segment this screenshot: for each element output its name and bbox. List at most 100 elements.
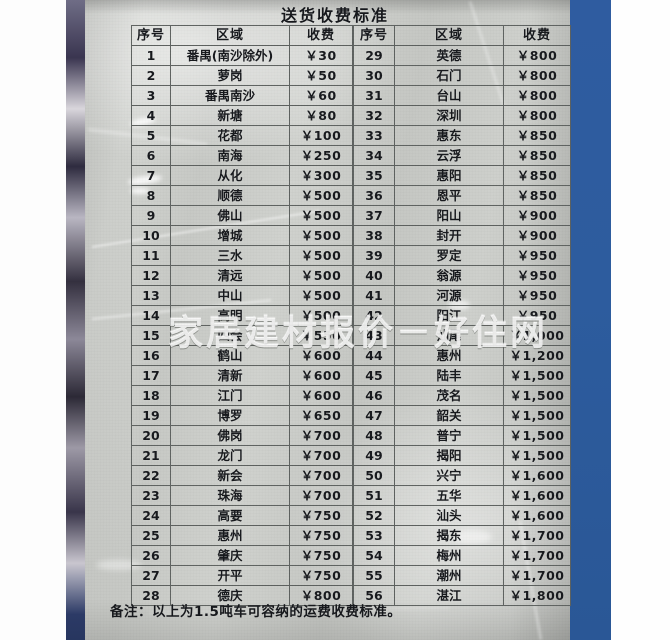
fee-cell: ￥950	[503, 305, 571, 326]
row-index-cell: 20	[131, 425, 171, 446]
region-cell: 惠州	[170, 525, 290, 546]
table-row: 39 罗定 ￥950	[353, 245, 571, 266]
table-row: 50 兴宁 ￥1,600	[353, 465, 571, 486]
region-cell: 陆丰	[394, 365, 504, 386]
table-row: 12 清远 ￥500	[131, 265, 353, 286]
fee-cell: ￥800	[503, 65, 571, 86]
region-cell: 新塘	[170, 105, 290, 126]
region-cell: 普宁	[394, 425, 504, 446]
row-index-cell: 35	[353, 165, 395, 186]
fee-cell: ￥1,600	[503, 505, 571, 526]
table-row: 23 珠海 ￥700	[131, 485, 353, 506]
fee-cell: ￥1,500	[503, 385, 571, 406]
fee-cell: ￥900	[503, 225, 571, 246]
region-cell: 顺德	[170, 185, 290, 206]
row-index-cell: 34	[353, 145, 395, 166]
row-index-cell: 47	[353, 405, 395, 426]
fee-cell: ￥500	[289, 205, 353, 226]
region-cell: 番禺(南沙除外)	[170, 45, 290, 66]
fee-cell: ￥900	[503, 205, 571, 226]
region-cell: 番禺南沙	[170, 85, 290, 106]
column-header-fee: 收费	[503, 25, 571, 46]
region-cell: 揭阳	[394, 445, 504, 466]
table-row: 38 封开 ￥900	[353, 225, 571, 246]
row-index-cell: 39	[353, 245, 395, 266]
fee-cell: ￥1,500	[503, 445, 571, 466]
photo-background-right-white	[611, 0, 670, 640]
column-header-region: 区域	[394, 25, 504, 46]
price-table-right-wrapper: 序号 区域 收费 29 英德 ￥800 30 石门 ￥800 31 台山 ￥800 32 深圳 ￥80…	[353, 25, 571, 606]
fee-cell: ￥1,500	[503, 405, 571, 426]
table-row: 21 龙门 ￥700	[131, 445, 353, 466]
paper-bottom-shadow	[85, 600, 570, 640]
fee-cell: ￥60	[289, 85, 353, 106]
table-row: 46 茂名 ￥1,500	[353, 385, 571, 406]
table-row: 20 佛岗 ￥700	[131, 425, 353, 446]
table-row: 47 韶关 ￥1,500	[353, 405, 571, 426]
table-header-row: 序号 区域 收费	[353, 25, 571, 46]
row-index-cell: 19	[131, 405, 171, 426]
footnote-remark: 备注：以上为1.5吨车可容纳的运费收费标准。	[110, 604, 402, 620]
fee-cell: ￥750	[289, 525, 353, 546]
table-row: 14 高明 ￥500	[131, 305, 353, 326]
light-glare	[96, 560, 142, 570]
region-cell: 梅州	[394, 545, 504, 566]
row-index-cell: 40	[353, 265, 395, 286]
table-row: 54 梅州 ￥1,700	[353, 545, 571, 566]
region-cell: 惠阳	[394, 165, 504, 186]
table-row: 29 英德 ￥800	[353, 45, 571, 66]
row-index-cell: 15	[131, 325, 171, 346]
fee-cell: ￥750	[289, 545, 353, 566]
row-index-cell: 31	[353, 85, 395, 106]
region-cell: 惠东	[394, 125, 504, 146]
row-index-cell: 10	[131, 225, 171, 246]
row-index-cell: 17	[131, 365, 171, 386]
row-index-cell: 25	[131, 525, 171, 546]
price-table-right: 序号 区域 收费 29 英德 ￥800 30 石门 ￥800 31 台山 ￥800 32 深圳 ￥80…	[353, 25, 571, 606]
fee-cell: ￥850	[503, 145, 571, 166]
table-row: 36 恩平 ￥850	[353, 185, 571, 206]
row-index-cell: 18	[131, 385, 171, 406]
row-index-cell: 50	[353, 465, 395, 486]
fee-cell: ￥800	[503, 45, 571, 66]
fee-cell: ￥500	[289, 285, 353, 306]
table-row: 52 汕头 ￥1,600	[353, 505, 571, 526]
paper-top-shadow	[85, 0, 570, 14]
table-row: 8 顺德 ￥500	[131, 185, 353, 206]
row-index-cell: 4	[131, 105, 171, 126]
fee-cell: ￥700	[289, 485, 353, 506]
region-cell: 潮州	[394, 565, 504, 586]
row-index-cell: 22	[131, 465, 171, 486]
region-cell: 封开	[394, 225, 504, 246]
table-row: 6 南海 ￥250	[131, 145, 353, 166]
table-row: 34 云浮 ￥850	[353, 145, 571, 166]
table-row: 15 四会 ￥550	[131, 325, 353, 346]
fee-cell: ￥250	[289, 145, 353, 166]
table-row: 43 汕尾 ￥1,000	[353, 325, 571, 346]
photo-background-left-white	[0, 0, 66, 640]
fee-cell: ￥500	[289, 245, 353, 266]
fee-cell: ￥950	[503, 285, 571, 306]
region-cell: 阳江	[394, 305, 504, 326]
table-row: 55 潮州 ￥1,700	[353, 565, 571, 586]
row-index-cell: 42	[353, 305, 395, 326]
fee-cell: ￥800	[503, 85, 571, 106]
region-cell: 鹤山	[170, 345, 290, 366]
region-cell: 花都	[170, 125, 290, 146]
region-cell: 台山	[394, 85, 504, 106]
fee-cell: ￥1,800	[503, 585, 571, 606]
row-index-cell: 49	[353, 445, 395, 466]
row-index-cell: 3	[131, 85, 171, 106]
fee-cell: ￥600	[289, 365, 353, 386]
table-row: 26 肇庆 ￥750	[131, 545, 353, 566]
fee-cell: ￥1,200	[503, 345, 571, 366]
row-index-cell: 23	[131, 485, 171, 506]
fee-cell: ￥800	[503, 105, 571, 126]
fee-cell: ￥700	[289, 465, 353, 486]
region-cell: 四会	[170, 325, 290, 346]
region-cell: 揭东	[394, 525, 504, 546]
row-index-cell: 56	[353, 585, 395, 606]
fee-cell: ￥1,600	[503, 465, 571, 486]
region-cell: 五华	[394, 485, 504, 506]
region-cell: 增城	[170, 225, 290, 246]
